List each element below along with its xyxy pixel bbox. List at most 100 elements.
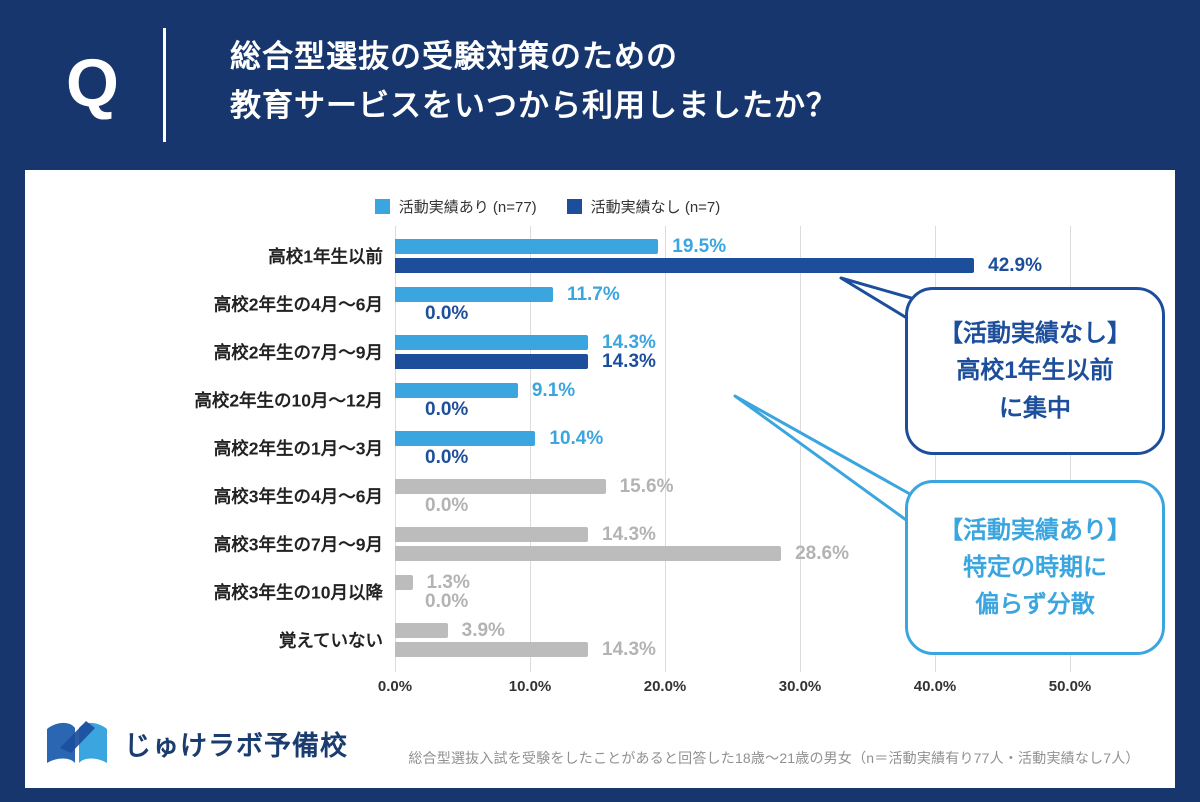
callout-nashi-line-3: に集中 (999, 394, 1071, 422)
bar-line-nashi: 14.3% (395, 350, 1070, 372)
x-axis-tick: 0.0% (377, 678, 413, 695)
logo-text: じゅけラボ予備校 (124, 730, 348, 761)
value-label-ari: 14.3% (602, 523, 656, 545)
bar-line-nashi: 0.0% (395, 446, 1070, 468)
value-label-ari: 19.5% (672, 235, 727, 257)
row-bars: 14.3% 14.3% (395, 328, 1070, 376)
value-label-nashi: 0.0% (425, 302, 469, 324)
category-label: 高校3年生の10月以降 (213, 582, 383, 603)
bar-line-nashi: 42.9% (395, 254, 1070, 276)
legend-item: 活動実績なし (n=7) (566, 196, 721, 217)
logo: じゅけラボ予備校 (40, 716, 348, 770)
value-label-ari: 10.4% (549, 427, 604, 449)
bar-line-ari: 1.3% (395, 571, 1070, 593)
legend-label: 活動実績あり (n=77) (398, 199, 537, 216)
callout-nashi: 【活動実績なし】 高校1年生以前 に集中 (905, 287, 1165, 455)
page-title: 総合型選抜の受験対策のための 教育サービスをいつから利用しましたか？ (230, 32, 838, 130)
category-label: 高校2年生の10月〜12月 (194, 390, 383, 411)
bar-ari (395, 575, 413, 590)
chart-row: 高校2年生の7月〜9月 14.3% 14.3% (25, 328, 1070, 376)
bar-line-ari: 10.4% (395, 427, 1070, 449)
question-mark-label: Q (66, 45, 119, 121)
bar-ari (395, 383, 518, 398)
gridline (395, 226, 396, 672)
bar-nashi (395, 642, 589, 657)
x-axis-tick: 20.0% (643, 678, 687, 695)
chart-row: 高校3年生の4月〜6月 15.6% 0.0% (25, 472, 1070, 520)
bar-ari (395, 527, 589, 542)
callout-ari-line-3: 偏らず分散 (975, 591, 1095, 619)
value-label-ari: 3.9% (461, 619, 505, 641)
bar-line-ari: 11.7% (395, 283, 1070, 305)
chart-row: 覚えていない 3.9% 14.3% (25, 616, 1070, 664)
bar-line-ari: 9.1% (395, 379, 1070, 401)
bar-ari (395, 287, 553, 302)
title-line-2: 教育サービスをいつから利用しましたか？ (230, 88, 838, 123)
value-label-nashi: 0.0% (425, 494, 469, 516)
bar-line-ari: 19.5% (395, 235, 1070, 257)
callout-ari-line-2: 特定の時期に (963, 553, 1107, 581)
category-label: 高校2年生の4月〜6月 (213, 294, 383, 315)
chart-row: 高校3年生の10月以降 1.3% 0.0% (25, 568, 1070, 616)
row-bars: 19.5% 42.9% (395, 232, 1070, 280)
gridline (665, 226, 666, 672)
category-label: 高校2年生の7月〜9月 (213, 342, 383, 363)
x-axis-tick: 30.0% (778, 678, 822, 695)
bar-nashi (395, 546, 782, 561)
callout-nashi-line-2: 高校1年生以前 (956, 357, 1114, 385)
chart-row: 高校2年生の4月〜6月 11.7% 0.0% (25, 280, 1070, 328)
category-label: 覚えていない (278, 630, 383, 651)
value-label-ari: 11.7% (566, 283, 620, 305)
callout-ari-line-1: 【活動実績あり】 (939, 516, 1131, 544)
bar-ari (395, 431, 536, 446)
callout-nashi-line-1: 【活動実績なし】 (939, 320, 1131, 348)
category-label: 高校3年生の4月〜6月 (213, 486, 383, 507)
bar-ari (395, 239, 659, 254)
row-bars: 11.7% 0.0% (395, 280, 1070, 328)
x-axis-tick: 50.0% (1048, 678, 1092, 695)
x-axis-tick: 10.0% (508, 678, 552, 695)
bar-ari (395, 335, 589, 350)
logo-icon (47, 721, 107, 763)
value-label-nashi: 14.3% (602, 350, 656, 372)
chart-row: 高校3年生の7月〜9月 14.3% 28.6% (25, 520, 1070, 568)
bar-ari (395, 479, 606, 494)
header-divider (163, 28, 166, 142)
row-bars: 1.3% 0.0% (395, 568, 1070, 616)
row-bars: 10.4% 0.0% (395, 424, 1070, 472)
bar-ari (395, 623, 448, 638)
category-label: 高校1年生以前 (268, 246, 383, 267)
value-label-nashi: 0.0% (425, 446, 469, 468)
value-label-ari: 1.3% (426, 571, 470, 593)
bar-line-ari: 3.9% (395, 619, 1070, 641)
value-label-ari: 15.6% (619, 475, 674, 497)
value-label-nashi: 0.0% (425, 590, 469, 612)
bar-line-nashi: 28.6% (395, 543, 1070, 564)
legend-label: 活動実績なし (n=7) (590, 199, 721, 216)
value-label-ari: 9.1% (531, 379, 576, 401)
bar-nashi (395, 354, 589, 369)
chart-card: 活動実績あり (n=77) 活動実績なし (n=7) 高校1年生以前 19.5% 42… (25, 170, 1175, 788)
category-label: 高校3年生の7月〜9月 (213, 534, 383, 555)
bar-line-ari: 14.3% (395, 523, 1070, 545)
survey-footnote: 総合型選抜入試を受験をしたことがあると回答した18歳〜21歳の男女（n＝活動実績… (408, 750, 1140, 766)
chart-row: 高校1年生以前 19.5% 42.9% (25, 232, 1070, 280)
bar-line-nashi: 0.0% (395, 590, 1070, 612)
row-bars: 15.6% 0.0% (395, 472, 1070, 520)
legend-swatch (566, 199, 582, 214)
bar-line-nashi: 0.0% (395, 302, 1070, 324)
chart-legend: 活動実績あり (n=77) 活動実績なし (n=7) (25, 196, 1070, 217)
legend-item: 活動実績あり (n=77) (374, 196, 537, 217)
legend-swatch (374, 199, 390, 214)
value-label-nashi: 14.3% (602, 638, 656, 660)
title-line-1: 総合型選抜の受験対策のための (230, 39, 678, 74)
row-bars: 14.3% 28.6% (395, 520, 1070, 568)
bar-nashi (395, 258, 975, 273)
bar-line-ari: 15.6% (395, 475, 1070, 497)
bar-line-nashi: 0.0% (395, 494, 1070, 516)
chart-row: 高校2年生の10月〜12月 9.1% 0.0% (25, 376, 1070, 424)
bar-line-ari: 14.3% (395, 332, 1070, 353)
value-label-nashi: 42.9% (988, 254, 1043, 276)
gridline (530, 226, 531, 672)
